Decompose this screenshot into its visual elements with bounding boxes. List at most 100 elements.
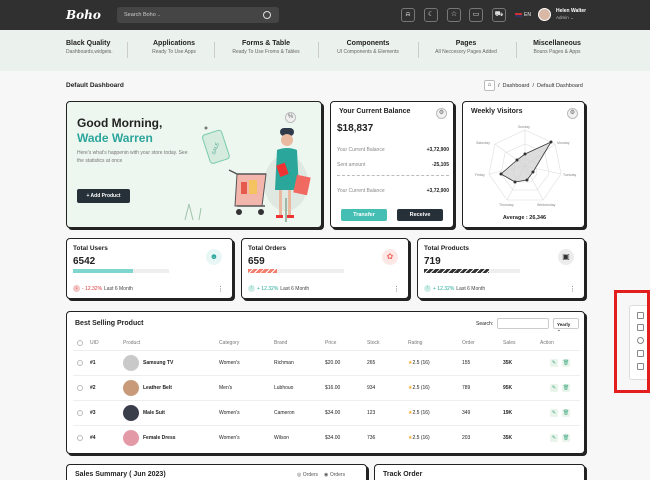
menu-item-black-quality[interactable]: Black Quality Dashboards,widgets.	[66, 40, 113, 55]
menu-item-miscellaneous[interactable]: Miscellaneous Bouns Pages & Apps	[526, 40, 588, 55]
cart-icon[interactable]	[637, 324, 644, 331]
stat-progress	[248, 269, 344, 273]
avatar[interactable]	[538, 8, 551, 21]
list-icon[interactable]	[637, 363, 644, 370]
balance-row-label: Sent amount	[337, 162, 366, 168]
header-uid[interactable]: UID	[90, 340, 99, 346]
gear-icon[interactable]: ⚙	[567, 108, 578, 119]
trash-icon[interactable]: 🗑	[562, 409, 570, 417]
user-role[interactable]: Admin ⌄	[556, 15, 574, 20]
row-product[interactable]: Samsung TV	[143, 360, 174, 366]
menu-item-forms-table[interactable]: Forms & Table Ready To Use Froms & Tables	[222, 40, 310, 55]
header-sales[interactable]: Sales	[503, 340, 516, 346]
row-product[interactable]: Female Dress	[143, 435, 176, 441]
breadcrumb-dashboard[interactable]: Dashboard	[502, 82, 530, 89]
header-brand[interactable]: Brand	[274, 340, 288, 346]
total-orders-card: Total Orders 659 ✿ ↑ + 12.32% Last 6 Month…	[241, 238, 409, 299]
edit-icon[interactable]: ✎	[550, 359, 558, 367]
divider	[318, 42, 319, 58]
header-rating[interactable]: Rating	[408, 340, 423, 346]
menu-item-components[interactable]: Components UI Components & Elements	[327, 40, 409, 55]
percent-icon[interactable]: %	[285, 112, 296, 123]
header-action[interactable]: Action	[540, 340, 554, 346]
row-checkbox[interactable]	[77, 435, 83, 441]
header-product[interactable]: Product	[123, 340, 141, 346]
visitors-title: Weekly Visitors	[471, 108, 523, 115]
star-icon[interactable]: ☆	[447, 8, 461, 22]
progress-fill	[73, 269, 133, 273]
radar-label: Saturday	[476, 141, 490, 145]
moon-icon[interactable]: ☾	[424, 8, 438, 22]
balance-row-label: Your Current Balance	[337, 188, 385, 194]
header-stock[interactable]: Stock	[367, 340, 380, 346]
select-all-checkbox[interactable]	[77, 340, 83, 346]
table-search-input[interactable]	[497, 318, 549, 329]
receive-button[interactable]: Receive	[397, 209, 443, 221]
add-product-button[interactable]: + Add Product	[77, 189, 130, 203]
table-row[interactable]: #3 Male Suit Women's Cameron $34.00 123 ★2.5 (…	[73, 400, 580, 425]
radar-label: Tuesday	[563, 173, 577, 177]
settings-icon[interactable]	[637, 337, 644, 344]
row-checkbox[interactable]	[77, 385, 83, 391]
search-input[interactable]: Search Boho ..	[124, 12, 161, 18]
language-selector[interactable]: EN	[515, 12, 531, 18]
sales-summary-card: Sales Summary ( Jun 2023) ◎ Orders ◉ Ord…	[66, 464, 367, 480]
trash-icon[interactable]: 🗑	[562, 434, 570, 442]
header-category[interactable]: Category	[219, 340, 240, 346]
search-icon[interactable]	[263, 11, 271, 19]
radar-label: Friday	[475, 173, 485, 177]
row-checkbox[interactable]	[77, 360, 83, 366]
stat-change: + 12.32%	[257, 285, 279, 292]
edit-icon[interactable]: ✎	[550, 434, 558, 442]
table-row[interactable]: #4 Female Dress Women's Wilson $34.00 736 ★2.5…	[73, 425, 580, 450]
chart-legend: ◎ Orders ◉ Orders	[297, 472, 345, 478]
header-price[interactable]: Price	[325, 340, 337, 346]
divider	[337, 175, 449, 176]
row-brand: Richman	[274, 360, 294, 366]
star-icon: ★	[408, 360, 413, 366]
home-icon[interactable]: ⌂	[484, 80, 495, 91]
trash-icon[interactable]: 🗑	[562, 384, 570, 392]
row-price: $34.00	[325, 410, 341, 416]
menu-item-pages[interactable]: Pages All Neccesory Pages Added	[426, 40, 506, 55]
menu-item-applications[interactable]: Applications Ready To Use Apps	[142, 40, 206, 55]
table-row[interactable]: #2 Leather Belt Men's Lubhouo $16.00 934 ★2.5 …	[73, 375, 580, 400]
rating-value: 2.5 (16)	[412, 360, 430, 366]
rating-value: 2.5 (16)	[412, 435, 430, 441]
message-icon[interactable]: ▭	[469, 8, 483, 22]
transfer-button[interactable]: Transfer	[341, 209, 387, 221]
image-icon[interactable]	[637, 350, 644, 357]
divider	[516, 42, 517, 58]
page-title: Default Dashboard	[66, 82, 124, 89]
stat-footer: ↑ + 12.32% Last 6 Month	[424, 285, 485, 292]
menu-sub: Dashboards,widgets.	[66, 49, 113, 55]
edit-icon[interactable]: ✎	[550, 409, 558, 417]
row-product[interactable]: Male Suit	[143, 410, 165, 416]
trash-icon[interactable]: 🗑	[562, 359, 570, 367]
side-toolbar	[629, 305, 650, 380]
row-checkbox[interactable]	[77, 410, 83, 416]
bell-icon[interactable]: ⍾	[401, 8, 415, 22]
more-icon[interactable]: ⋮	[569, 286, 576, 293]
edit-icon[interactable]: ✎	[550, 384, 558, 392]
app-logo[interactable]: Boho	[66, 8, 101, 22]
user-name[interactable]: Helen Walter	[556, 8, 587, 14]
cart-icon[interactable]: ⛟	[492, 8, 506, 22]
legend-item[interactable]: ◉ Orders	[324, 472, 346, 478]
row-stock: 265	[367, 360, 376, 366]
more-icon[interactable]: ⋮	[393, 286, 400, 293]
legend-item[interactable]: ◎ Orders	[297, 472, 319, 478]
menu-sub: Bouns Pages & Apps	[533, 49, 581, 55]
gear-icon[interactable]: ⚙	[436, 108, 447, 119]
search-box[interactable]: Search Boho ..	[117, 7, 279, 23]
legend-label: Orders	[329, 472, 346, 478]
period-select[interactable]: Yearly ⌄	[553, 318, 579, 332]
more-icon[interactable]: ⋮	[217, 286, 224, 293]
progress-fill	[248, 269, 277, 273]
row-product[interactable]: Leather Belt	[143, 385, 172, 391]
table-row[interactable]: #1 Samsung TV Women's Richman $20.00 265 ★2.5 …	[73, 350, 580, 375]
layout-icon[interactable]	[637, 312, 644, 319]
orders-icon: ✿	[382, 249, 398, 265]
products-icon: ▣	[558, 249, 574, 265]
header-order[interactable]: Order	[462, 340, 475, 346]
